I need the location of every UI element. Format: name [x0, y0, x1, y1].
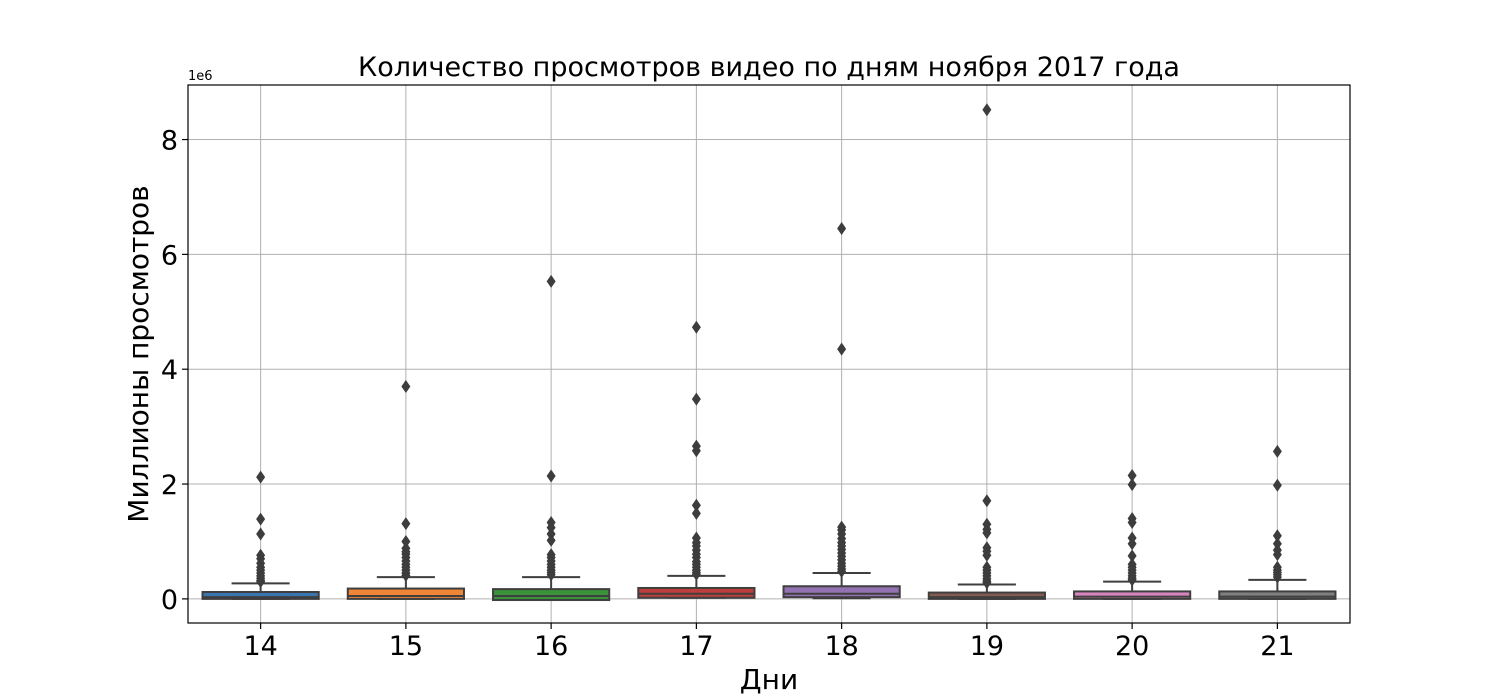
outlier-point [401, 517, 411, 531]
outlier-point [1272, 529, 1282, 543]
outlier-point [1272, 478, 1282, 492]
outlier-point [1127, 468, 1137, 482]
outlier-point [691, 506, 701, 520]
x-tick-label: 18 [824, 631, 858, 662]
grid-lines [188, 85, 1350, 623]
outlier-point [1127, 573, 1137, 587]
box-group-20 [1073, 468, 1192, 600]
box-group-15 [346, 379, 465, 600]
outlier-point [546, 568, 556, 582]
outlier-point [982, 526, 992, 540]
outlier-point [546, 469, 556, 483]
box-16 [492, 588, 611, 602]
outlier-point [982, 103, 992, 117]
box-group-17 [637, 320, 756, 599]
x-tick-label: 20 [1115, 631, 1149, 662]
box-15 [346, 587, 465, 600]
box-19 [927, 591, 1046, 600]
outlier-point [256, 470, 266, 484]
box-group-16 [492, 274, 611, 602]
outlier-point [401, 379, 411, 393]
x-tick-label: 14 [243, 631, 277, 662]
boxes-layer [201, 103, 1337, 602]
outlier-point [256, 512, 266, 526]
box-14 [201, 590, 320, 600]
x-tick-label: 19 [970, 631, 1004, 662]
y-tick-label: 0 [161, 585, 178, 616]
outlier-point [256, 575, 266, 589]
y-tick-label: 6 [161, 240, 178, 271]
box-group-14 [201, 470, 320, 600]
outlier-point [1127, 537, 1137, 551]
y-offset-label: 1e6 [188, 69, 213, 84]
y-tick-label: 4 [161, 355, 178, 386]
outlier-point [546, 533, 556, 547]
x-axis-label: Дни [740, 663, 798, 696]
box-18 [782, 585, 901, 599]
x-tick-label: 15 [389, 631, 423, 662]
outlier-point [1127, 549, 1137, 563]
outlier-point [837, 342, 847, 356]
y-axis-label: Миллионы просмотров [122, 185, 155, 522]
outlier-point [982, 494, 992, 508]
plot-frame [187, 84, 1351, 624]
outlier-point [691, 567, 701, 581]
x-tick-label: 21 [1260, 631, 1294, 662]
outlier-point [982, 576, 992, 590]
box-20 [1073, 590, 1192, 600]
outlier-point [837, 222, 847, 236]
box-group-19 [927, 103, 1046, 600]
outlier-point [982, 548, 992, 562]
y-tick-label: 8 [161, 126, 178, 157]
outlier-point [837, 564, 847, 578]
ticks-layer: 0 2 4 6 8 14 15 16 17 18 19 20 21 [161, 126, 1295, 662]
outlier-point [401, 568, 411, 582]
outlier-point [1272, 570, 1282, 584]
box-group-18 [782, 222, 901, 600]
outlier-point [691, 444, 701, 458]
outlier-point [691, 392, 701, 406]
outlier-point [546, 274, 556, 288]
x-tick-label: 17 [679, 631, 713, 662]
box-21 [1218, 590, 1337, 600]
outlier-point [1272, 444, 1282, 458]
box-group-21 [1218, 444, 1337, 600]
chart-title: Количество просмотров видео по дням нояб… [358, 52, 1180, 83]
x-tick-label: 16 [534, 631, 568, 662]
outlier-point [1127, 478, 1137, 492]
outlier-point [1127, 516, 1137, 530]
outlier-point [401, 534, 411, 548]
y-tick-label: 2 [161, 470, 178, 501]
outlier-point [691, 320, 701, 334]
outlier-point [691, 498, 701, 512]
outlier-point [256, 527, 266, 541]
outlier-point [1272, 548, 1282, 562]
